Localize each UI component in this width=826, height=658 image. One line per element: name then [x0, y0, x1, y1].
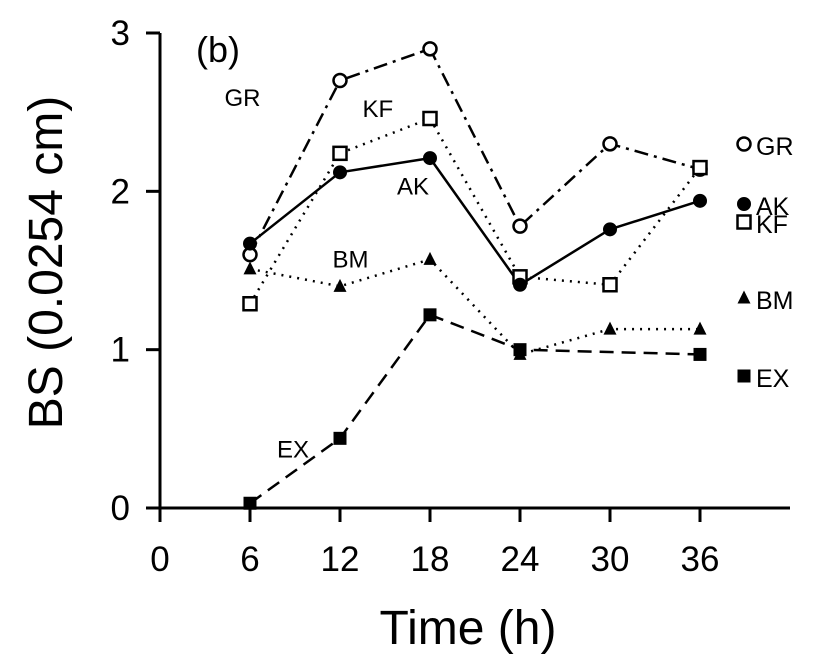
data-point-ex — [513, 343, 527, 357]
data-point-bm — [423, 251, 437, 265]
legend-marker-gr — [736, 136, 752, 152]
series-label-gr: GR — [225, 85, 261, 112]
data-point-ak — [423, 151, 437, 166]
x-tick-label: 0 — [150, 540, 169, 579]
data-point-bm — [693, 321, 707, 335]
data-point-ak — [603, 222, 617, 237]
y-tick-label: 2 — [111, 172, 130, 211]
x-tick-label: 6 — [240, 540, 259, 579]
legend-marker-ak — [737, 197, 751, 211]
x-tick-label: 36 — [681, 540, 720, 579]
data-point-bm — [243, 261, 257, 275]
data-point-ak — [693, 193, 707, 208]
data-point-bm — [333, 278, 347, 292]
x-tick-label: 30 — [591, 540, 630, 579]
series-label-ex: EX — [277, 436, 309, 463]
data-point-ex — [693, 347, 707, 361]
data-point-kf — [242, 296, 258, 312]
x-tick-label: 18 — [411, 540, 450, 579]
data-point-ex — [423, 308, 437, 322]
legend-marker-bm — [737, 290, 751, 304]
series-label-kf: KF — [363, 96, 394, 123]
panel-label: (b) — [196, 29, 240, 70]
legend-label-ex: EX — [756, 365, 790, 393]
labels: (b) GR KF AK BM EX — [196, 29, 429, 463]
data-point-ak — [333, 165, 347, 180]
x-tick-label: 12 — [321, 540, 360, 579]
series-label-ak: AK — [397, 174, 429, 201]
data-point-bm — [603, 321, 617, 335]
data-point-kf — [422, 110, 438, 127]
legend-label-ak: AK — [756, 193, 790, 221]
data-point-kf — [692, 159, 708, 176]
data-point-gr — [602, 136, 618, 152]
data-point-gr — [332, 72, 348, 89]
data-point-ak — [243, 236, 257, 251]
x-tick-label: 24 — [501, 540, 540, 579]
data-point-kf — [332, 145, 348, 162]
series-markers — [242, 41, 708, 510]
data-point-gr — [422, 41, 438, 57]
legend-label-bm: BM — [756, 287, 794, 315]
series-label-bm: BM — [333, 246, 369, 273]
x-axis-title: Time (h) — [380, 602, 557, 655]
legend-label-kf: KF — [756, 211, 788, 239]
y-tick-label: 1 — [111, 331, 130, 370]
series-line-bm — [249, 258, 700, 356]
series-line-ak — [249, 156, 701, 287]
legend-label-gr: GR — [756, 133, 794, 161]
series-line-gr — [248, 47, 701, 256]
data-point-ak — [513, 277, 527, 292]
series-line-kf — [248, 117, 701, 305]
series-lines — [248, 47, 701, 505]
legend-marker-ex — [737, 369, 751, 383]
data-point-gr — [512, 218, 528, 234]
y-tick-label: 0 — [111, 489, 130, 528]
data-point-ex — [243, 496, 257, 510]
series-line-ex — [249, 313, 701, 505]
data-point-kf — [602, 277, 618, 293]
y-tick-label: 3 — [111, 14, 130, 53]
legend-marker-kf — [736, 214, 752, 230]
data-point-ex — [333, 431, 347, 445]
y-axis-title: BS (0.0254 cm) — [20, 96, 73, 429]
